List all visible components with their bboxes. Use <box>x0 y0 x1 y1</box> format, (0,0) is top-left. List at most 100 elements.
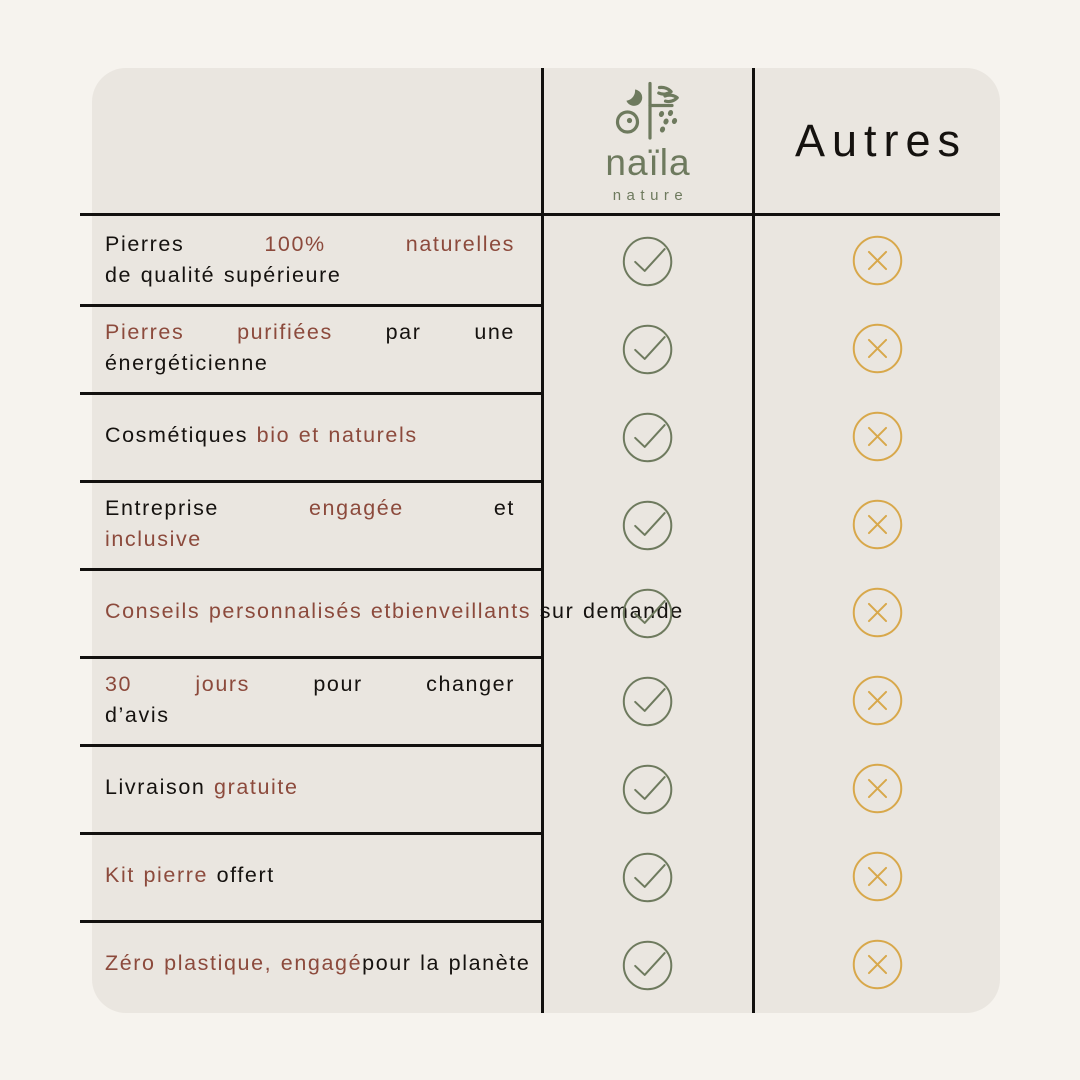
check-circle-icon <box>620 496 677 553</box>
feature-label: Zéro plastique, engagépour la planète <box>105 920 529 1008</box>
feature-text-segment: Pierres purifiées <box>105 319 333 344</box>
others-status-cell <box>755 920 1000 1008</box>
comparison-card: naïla nature Autres Pierres 100% naturel… <box>80 68 1000 1013</box>
header-divider <box>80 213 1000 216</box>
naila-status-cell <box>544 744 752 832</box>
feature-text-segment: pour changer <box>250 671 515 696</box>
feature-text-segment: sur demande <box>531 599 684 624</box>
naila-brand-column-header: naïla nature <box>544 80 752 213</box>
feature-text-segment: de qualité supérieure <box>105 263 342 287</box>
cross-circle-icon <box>849 320 906 377</box>
feature-text-segment: par une <box>332 319 515 344</box>
row-divider <box>80 744 541 747</box>
feature-text-segment: 30 jours <box>105 671 251 696</box>
row-divider <box>80 304 541 307</box>
naila-status-cell <box>544 392 752 480</box>
feature-label: Pierres 100% naturelles de qualité supéri… <box>105 216 515 304</box>
check-circle-icon <box>620 672 677 729</box>
cross-circle-icon <box>849 672 906 729</box>
feature-text-segment: Zéro plastique, engagé <box>105 951 363 976</box>
cross-circle-icon <box>849 584 906 641</box>
comparison-row: Cosmétiques bio et naturels <box>80 392 1000 480</box>
feature-label: Kit pierre offert <box>105 832 515 920</box>
row-divider <box>80 656 541 659</box>
feature-line: de qualité supérieure <box>105 263 341 287</box>
feature-line: inclusive <box>105 527 202 551</box>
check-circle-icon <box>620 584 677 641</box>
naila-moon-leaf-logo-icon <box>605 80 691 142</box>
feature-line: Kit pierre offert <box>105 863 275 887</box>
feature-label: Livraison gratuite <box>105 744 515 832</box>
feature-text-segment: 100% naturelles <box>264 231 515 256</box>
comparison-row: Pierres purifiées par une énergéticienne <box>80 304 1000 392</box>
feature-line: Zéro plastique, engagé <box>105 951 362 975</box>
feature-text-segment: bio et naturels <box>256 423 418 448</box>
others-status-cell <box>755 656 1000 744</box>
feature-line: Entreprise engagée et <box>105 493 515 524</box>
naila-status-cell <box>544 216 752 304</box>
comparison-row: Conseils personnalisés etbienveillants s… <box>80 568 1000 656</box>
feature-line: d’avis <box>105 703 170 727</box>
feature-text-segment: offert <box>208 863 275 888</box>
comparison-row: Kit pierre offert <box>80 832 1000 920</box>
comparison-row: 30 jours pour changer d’avis <box>80 656 1000 744</box>
check-circle-icon <box>620 320 677 377</box>
brand-tagline: nature <box>612 187 689 204</box>
cross-circle-icon <box>849 848 906 905</box>
comparison-row: Livraison gratuite <box>80 744 1000 832</box>
others-status-cell <box>755 744 1000 832</box>
others-status-cell <box>755 216 1000 304</box>
feature-label: Cosmétiques bio et naturels <box>105 392 515 480</box>
feature-text-segment: Conseils personnalisés et <box>105 599 392 624</box>
naila-status-cell <box>544 832 752 920</box>
others-status-cell <box>755 304 1000 392</box>
check-circle-icon <box>620 760 677 817</box>
row-divider <box>80 832 541 835</box>
feature-line: Pierres 100% naturelles <box>105 229 515 260</box>
table-header: naïla nature Autres <box>80 68 1000 216</box>
comparison-row: Entreprise engagée et inclusive <box>80 480 1000 568</box>
feature-text-segment: Pierres <box>105 231 265 256</box>
naila-status-cell <box>544 480 752 568</box>
row-divider <box>80 568 541 571</box>
feature-line: 30 jours pour changer <box>105 669 515 700</box>
feature-label: Entreprise engagée et inclusive <box>105 480 515 568</box>
column-divider-left <box>541 68 544 1013</box>
row-divider <box>80 480 541 483</box>
feature-text-segment: inclusive <box>105 527 202 551</box>
row-divider <box>80 392 541 395</box>
row-divider <box>80 920 541 923</box>
check-circle-icon <box>620 936 677 993</box>
others-status-cell <box>755 392 1000 480</box>
feature-text-segment: Livraison <box>105 775 215 800</box>
check-circle-icon <box>620 232 677 289</box>
feature-text-segment: pour la planète <box>362 951 531 976</box>
feature-label: 30 jours pour changer d’avis <box>105 656 515 744</box>
feature-line: pour la planète <box>362 951 530 975</box>
naila-status-cell <box>544 656 752 744</box>
cross-circle-icon <box>849 760 906 817</box>
feature-text-segment: engagée <box>308 495 404 520</box>
feature-text-segment: d’avis <box>105 703 170 727</box>
naila-status-cell <box>544 304 752 392</box>
comparison-row: Zéro plastique, engagépour la planète <box>80 920 1000 1008</box>
feature-text-segment: bienveillants <box>392 599 532 624</box>
feature-label: Pierres purifiées par une énergéticienne <box>105 304 515 392</box>
cross-circle-icon <box>849 936 906 993</box>
cross-circle-icon <box>849 408 906 465</box>
others-status-cell <box>755 568 1000 656</box>
comparison-row: Pierres 100% naturelles de qualité supéri… <box>92 216 1000 304</box>
feature-line: bienveillants sur demande <box>392 599 684 623</box>
feature-line: Pierres purifiées par une <box>105 317 515 348</box>
feature-text-segment: gratuite <box>214 775 299 800</box>
naila-status-cell <box>544 920 752 1008</box>
check-circle-icon <box>620 408 677 465</box>
others-column-header: Autres <box>794 114 968 166</box>
feature-text-segment: Cosmétiques <box>105 423 257 448</box>
check-circle-icon <box>620 848 677 905</box>
feature-text-segment: Kit pierre <box>105 863 209 888</box>
feature-line: Livraison gratuite <box>105 775 299 799</box>
feature-label: Conseils personnalisés etbienveillants s… <box>105 568 682 656</box>
feature-line: Cosmétiques bio et naturels <box>105 423 418 447</box>
